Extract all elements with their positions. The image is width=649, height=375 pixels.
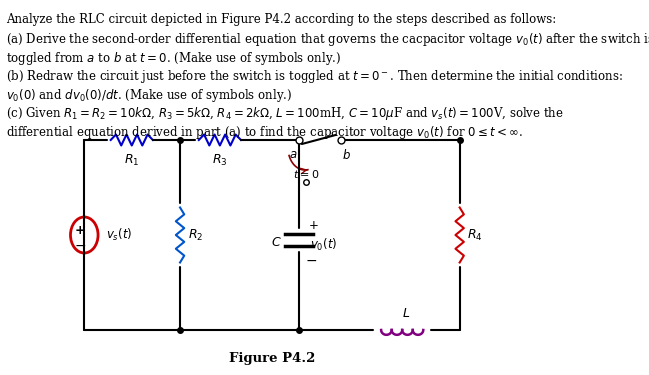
Text: $b$: $b$ <box>342 148 350 162</box>
Text: $-$: $-$ <box>305 253 317 267</box>
Text: $+$: $+$ <box>308 219 319 232</box>
Text: $C$: $C$ <box>271 236 282 249</box>
Text: $R_1$: $R_1$ <box>124 153 140 168</box>
Text: +: + <box>75 225 85 237</box>
Text: (a) Derive the second-order differential equation that governs the cacpacitor vo: (a) Derive the second-order differential… <box>6 32 649 48</box>
Text: $R_4$: $R_4$ <box>467 228 483 243</box>
Text: $-$: $-$ <box>73 238 86 252</box>
Text: $L$: $L$ <box>402 307 410 320</box>
Text: $a$: $a$ <box>289 148 298 161</box>
Text: $v_s(t)$: $v_s(t)$ <box>106 227 132 243</box>
Text: differential equation derived in part (a) to find the capacitor voltage $v_0(t)$: differential equation derived in part (a… <box>6 124 523 141</box>
Text: Figure P4.2: Figure P4.2 <box>229 352 315 365</box>
Text: $R_2$: $R_2$ <box>188 228 203 243</box>
Text: Analyze the RLC circuit depicted in Figure P4.2 according to the steps described: Analyze the RLC circuit depicted in Figu… <box>6 13 556 26</box>
Text: $R_3$: $R_3$ <box>212 153 228 168</box>
Text: (b) Redraw the circuit just before the switch is toggled at $t = 0^-$. Then dete: (b) Redraw the circuit just before the s… <box>6 69 623 86</box>
Text: $t=0$: $t=0$ <box>293 168 319 180</box>
Text: $v_0(t)$: $v_0(t)$ <box>310 237 337 253</box>
Text: $v_0(0)$ and $dv_0(0)/dt$. (Make use of symbols only.): $v_0(0)$ and $dv_0(0)/dt$. (Make use of … <box>6 87 292 104</box>
Text: (c) Given $R_1 = R_2 = 10k\Omega$, $R_3 = 5k\Omega$, $R_4 = 2k\Omega$, $L = 100$: (c) Given $R_1 = R_2 = 10k\Omega$, $R_3 … <box>6 105 564 123</box>
Text: toggled from $a$ to $b$ at $t = 0$. (Make use of symbols only.): toggled from $a$ to $b$ at $t = 0$. (Mak… <box>6 50 341 67</box>
